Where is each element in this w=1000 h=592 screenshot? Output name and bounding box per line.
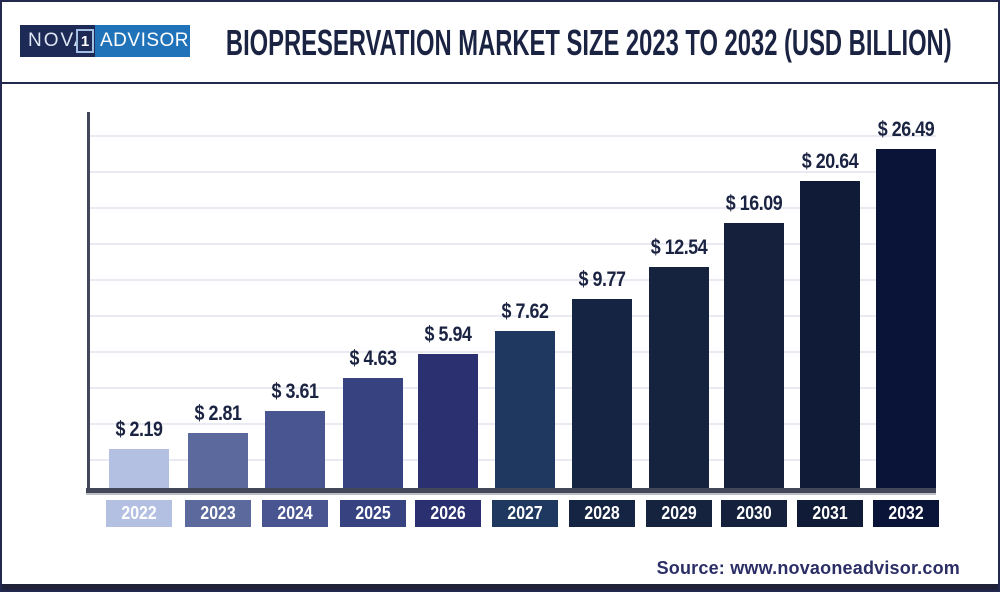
gridline	[90, 207, 936, 209]
source-attribution: Source: www.novaoneadvisor.com	[656, 558, 960, 578]
x-axis-label-2030: 2030	[721, 500, 787, 527]
x-axis-label-text: 2022	[121, 503, 157, 523]
bar-value-label-2024: $ 3.61	[271, 380, 319, 403]
bar-2022	[109, 449, 169, 488]
header: NOVA ADVISOR 1 BIOPRESERVATION MARKET SI…	[2, 2, 998, 84]
chart-title-wrap: BIOPRESERVATION MARKET SIZE 2023 TO 2032…	[192, 2, 986, 84]
bar-value-label-2022: $ 2.19	[115, 418, 163, 441]
x-axis-label-2027: 2027	[492, 500, 558, 527]
bar-2031	[800, 181, 860, 488]
x-axis-label-2031: 2031	[797, 500, 863, 527]
bar-value-label-2026: $ 5.94	[424, 323, 472, 346]
gridline	[90, 135, 936, 137]
logo-badge-one: 1	[76, 29, 94, 53]
bar-value-label-2029: $ 12.54	[650, 236, 708, 259]
x-axis-label-text: 2023	[200, 503, 236, 523]
bar-value-label-2028: $ 9.77	[578, 268, 626, 291]
x-axis-label-text: 2028	[584, 503, 620, 523]
y-axis-line	[87, 112, 90, 491]
x-axis-baseline	[86, 488, 936, 493]
bar-value-label-2032: $ 26.49	[877, 118, 935, 141]
logo-text-advisor: ADVISOR	[95, 25, 190, 57]
bar-2032	[876, 149, 936, 488]
gridline	[90, 243, 936, 245]
x-axis-label-text: 2024	[277, 503, 313, 523]
bar-2023	[188, 433, 248, 488]
bar-value-label-2025: $ 4.63	[349, 347, 397, 370]
x-axis-label-2028: 2028	[569, 500, 635, 527]
x-axis-label-text: 2029	[661, 503, 697, 523]
x-axis-label-2022: 2022	[106, 500, 172, 527]
bar-2030	[724, 223, 784, 488]
bar-value-label-2030: $ 16.09	[725, 192, 783, 215]
bar-value-label-2027: $ 7.62	[501, 300, 549, 323]
x-axis-label-2024: 2024	[262, 500, 328, 527]
gridline	[90, 279, 936, 281]
bar-value-label-2031: $ 20.64	[801, 150, 859, 173]
x-axis-label-text: 2031	[812, 503, 848, 523]
bar-value-label-2023: $ 2.81	[194, 402, 242, 425]
bar-2025	[343, 378, 403, 488]
nova-one-advisor-logo: NOVA ADVISOR 1	[20, 25, 190, 57]
bar-2024	[265, 411, 325, 488]
x-axis-label-text: 2026	[430, 503, 466, 523]
bottom-accent-bar	[2, 584, 998, 590]
gridline	[90, 315, 936, 317]
x-axis-label-2032: 2032	[873, 500, 939, 527]
x-axis-label-2025: 2025	[340, 500, 406, 527]
x-axis-label-text: 2032	[888, 503, 924, 523]
bar-2026	[418, 354, 478, 488]
x-axis-label-text: 2027	[507, 503, 543, 523]
x-axis-label-2026: 2026	[415, 500, 481, 527]
chart-title: BIOPRESERVATION MARKET SIZE 2023 TO 2032…	[226, 22, 952, 63]
x-axis-label-text: 2030	[736, 503, 772, 523]
x-axis-label-2029: 2029	[646, 500, 712, 527]
bar-2029	[649, 267, 709, 488]
gridline	[90, 171, 936, 173]
bar-2027	[495, 331, 555, 488]
x-axis-label-2023: 2023	[185, 500, 251, 527]
bar-2028	[572, 299, 632, 488]
x-axis-label-text: 2025	[355, 503, 391, 523]
